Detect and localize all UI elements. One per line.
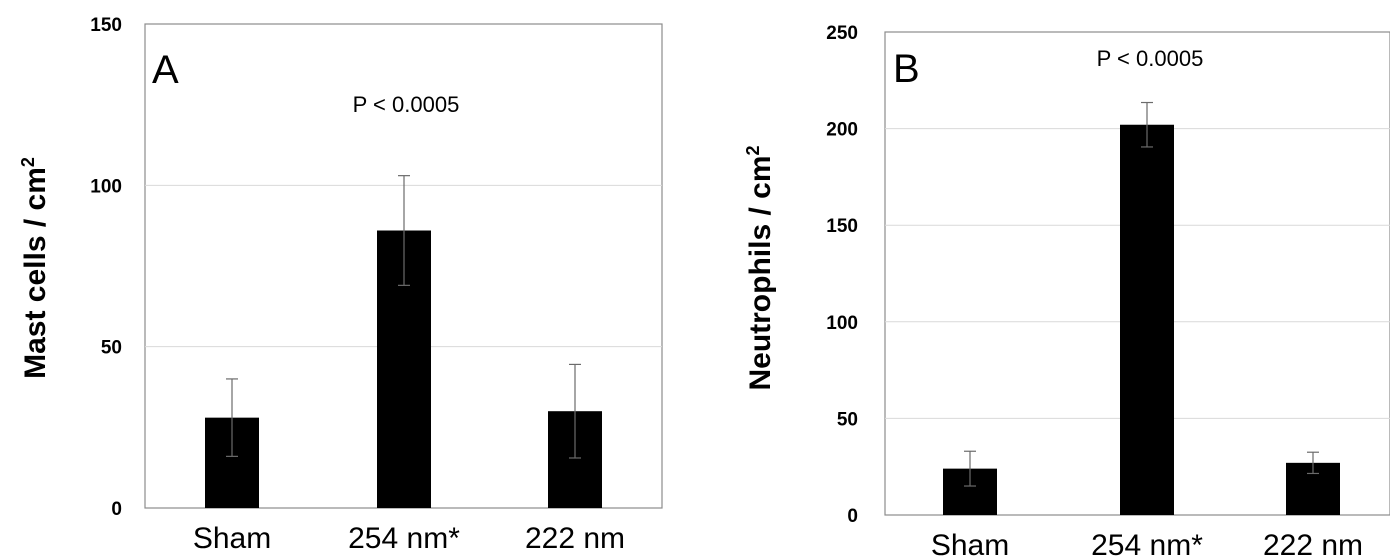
y-tick-label-b-200: 200 xyxy=(826,120,858,141)
error-bar-b-2 xyxy=(1307,451,1319,475)
error-bar-a-1 xyxy=(398,175,410,286)
error-bar-b-1 xyxy=(1141,101,1153,148)
y-tick-label-b-100: 100 xyxy=(826,313,858,334)
error-bar-a-0 xyxy=(226,378,238,457)
y-tick-label-b-50: 50 xyxy=(837,409,858,430)
category-label-b-1: 254 nm* xyxy=(1091,529,1203,557)
y-tick-label-a-0: 0 xyxy=(111,499,122,520)
error-bar-b-0 xyxy=(964,450,976,487)
error-bar-a-2 xyxy=(569,363,581,459)
panel-letter-a: A xyxy=(152,48,179,92)
y-axis-label-a: Mast cells / cm2 xyxy=(18,157,52,379)
category-label-b-0: Sham xyxy=(931,529,1009,557)
p-value-annotation-a: P < 0.0005 xyxy=(353,92,460,117)
y-tick-label-a-100: 100 xyxy=(90,176,122,197)
y-tick-label-b-150: 150 xyxy=(826,216,858,237)
category-label-b-2: 222 nm xyxy=(1263,529,1363,557)
y-tick-label-a-50: 50 xyxy=(101,338,122,359)
category-label-a-1: 254 nm* xyxy=(348,522,460,555)
category-label-a-2: 222 nm xyxy=(525,522,625,555)
y-tick-label-b-0: 0 xyxy=(847,506,858,527)
p-value-annotation-b: P < 0.0005 xyxy=(1097,46,1204,71)
panel-letter-b: B xyxy=(893,47,920,91)
y-tick-label-a-150: 150 xyxy=(90,15,122,36)
panel-b: Neutrophils / cm2 B P < 0.0005 0 50 100 150… xyxy=(743,23,1390,557)
y-axis-label-b: Neutrophils / cm2 xyxy=(743,145,777,390)
category-label-a-0: Sham xyxy=(193,522,271,555)
panel-a: Mast cells / cm2 A P < 0.0005 0 50 100 150 S… xyxy=(18,15,663,555)
bar-b-1 xyxy=(1120,124,1174,516)
y-tick-label-b-250: 250 xyxy=(826,23,858,44)
